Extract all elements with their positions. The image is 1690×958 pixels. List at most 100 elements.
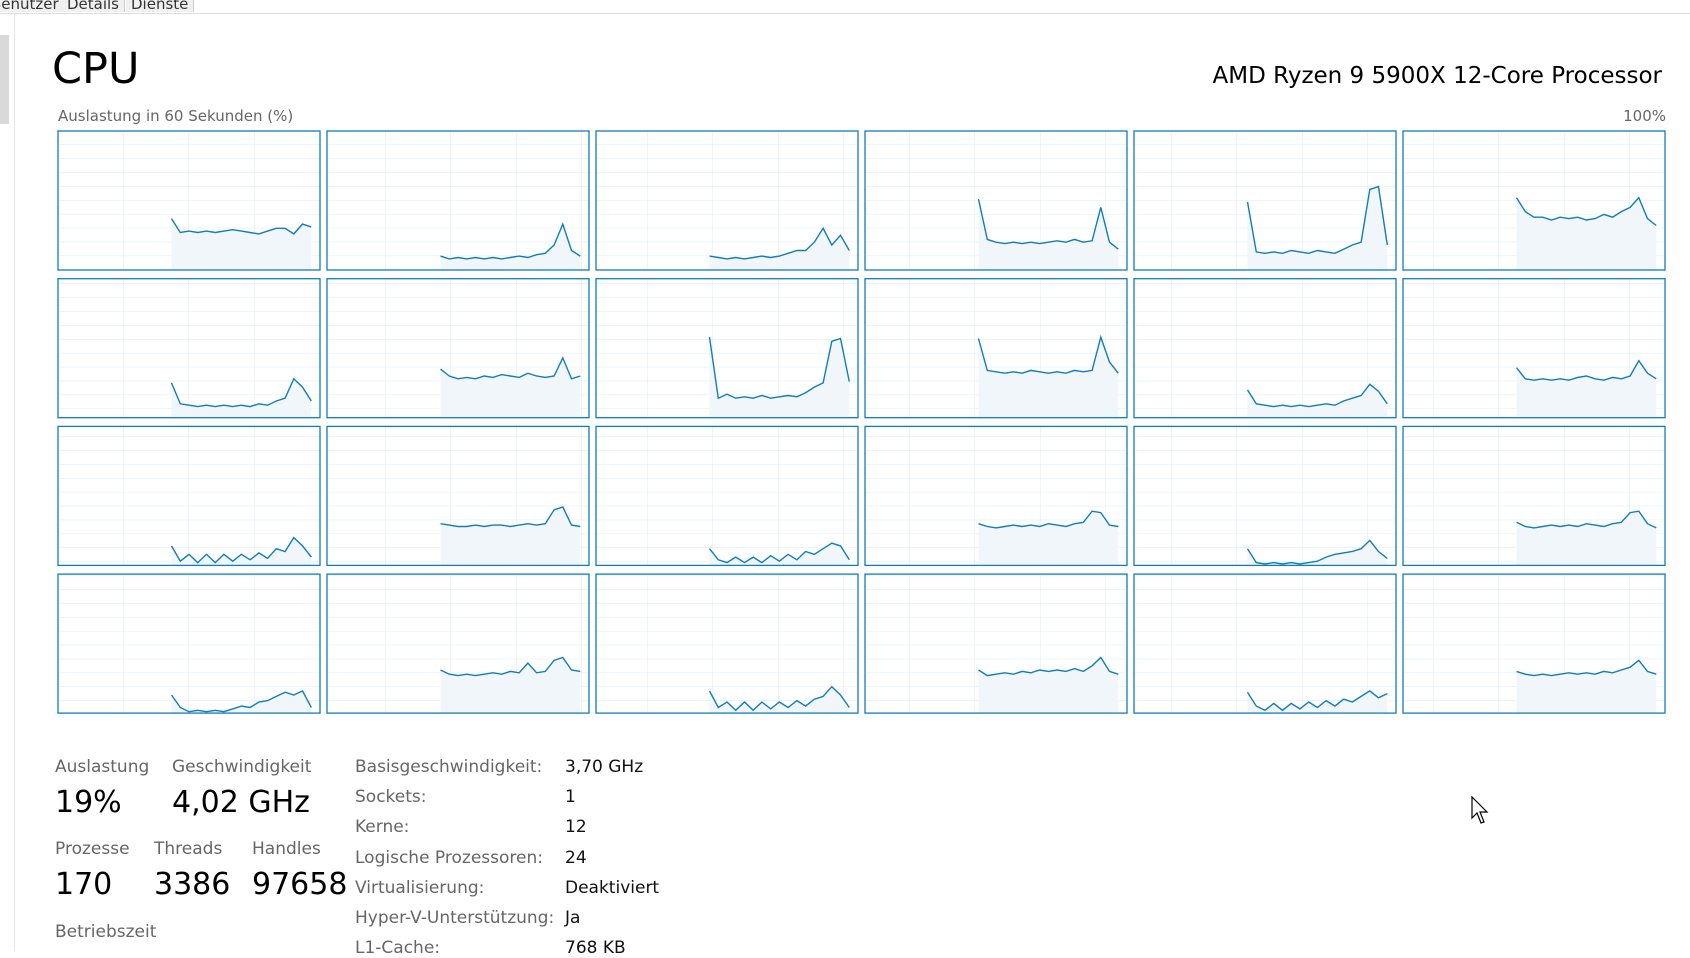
usage-area: [709, 686, 850, 714]
detail-label: Kerne:: [355, 817, 410, 838]
graph-border: [1133, 130, 1397, 271]
stat-label: Betriebszeit: [55, 922, 157, 942]
stat-label: Geschwindigkeit: [172, 757, 312, 777]
usage-line: [170, 536, 312, 564]
detail-label: Logische Prozessoren:: [355, 847, 543, 868]
usage-line: [709, 226, 850, 260]
usage-line: [1246, 690, 1388, 712]
detail-label: L1-Cache:: [355, 938, 441, 958]
usage-line: [1246, 185, 1388, 255]
detail-value: 768 KB: [565, 938, 626, 958]
graph-border: [1402, 278, 1666, 419]
graph-border: [326, 573, 590, 714]
stat-value: 3386: [154, 867, 231, 902]
detail-label: Sockets:: [355, 787, 427, 808]
page-title: CPU: [52, 44, 140, 94]
graph-border: [1402, 573, 1666, 714]
usage-area: [1247, 186, 1388, 270]
tab[interactable]: Benutzer: [0, 0, 65, 12]
graph-background: [58, 426, 320, 566]
usage-line: [440, 222, 581, 260]
detail-value: 3,70 GHz: [565, 757, 644, 777]
processor-name: AMD Ryzen 9 5900X 12-Core Processor: [1212, 63, 1662, 89]
usage-line: [1246, 383, 1388, 408]
sidebar-border: [14, 14, 15, 951]
detail-label: Hyper-V-Unterstützung:: [355, 908, 555, 928]
graph-border: [326, 425, 590, 567]
stat-label: Prozesse: [55, 839, 130, 859]
graph-border: [595, 130, 859, 271]
graph-background: [596, 426, 858, 566]
usage-line: [1516, 659, 1657, 677]
graph-background: [1134, 426, 1396, 566]
usage-line: [978, 656, 1119, 677]
usage-area: [1247, 690, 1388, 714]
usage-line: [1515, 359, 1657, 381]
graph-border: [1133, 573, 1397, 714]
detail-label: Basisgeschwindigkeit:: [355, 757, 543, 777]
y-max-label: 100%: [1623, 107, 1666, 125]
graph-background: [1134, 574, 1396, 714]
usage-area: [440, 357, 581, 418]
usage-line: [170, 377, 312, 408]
graph-border: [595, 573, 859, 714]
usage-line: [708, 542, 850, 564]
graph-border: [1133, 425, 1397, 567]
detail-value: Ja: [565, 908, 581, 928]
usage-area: [978, 199, 1119, 270]
usage-area: [440, 224, 581, 270]
stat-value: 170: [55, 867, 113, 902]
graph-border: [864, 573, 1128, 714]
detail-value: Deaktiviert: [565, 877, 660, 898]
usage-line: [170, 689, 312, 713]
graph-background: [58, 278, 320, 418]
graph-border: [57, 130, 321, 271]
usage-area: [1516, 360, 1657, 418]
graph-border: [864, 425, 1128, 567]
graph-border: [326, 130, 590, 271]
detail-value: 12: [565, 817, 587, 838]
usage-area: [978, 511, 1119, 566]
usage-line: [440, 656, 581, 677]
stat-label: Auslastung: [55, 757, 150, 777]
graph-border: [864, 130, 1128, 271]
usage-area: [978, 337, 1119, 418]
detail-value: 24: [565, 847, 587, 868]
usage-area: [171, 537, 312, 566]
stat-value: 4,02 GHz: [172, 785, 310, 820]
stat-value: 19%: [55, 785, 122, 820]
stat-label: Threads: [154, 839, 223, 859]
graph-background: [58, 574, 320, 714]
graph-border: [57, 425, 321, 567]
usage-area: [171, 378, 312, 418]
detail-value: 1: [565, 787, 576, 808]
usage-area: [1247, 540, 1388, 566]
sidebar-scroll[interactable]: [0, 35, 9, 124]
usage-area: [1247, 384, 1388, 418]
tab[interactable]: Details: [62, 0, 126, 12]
usage-area: [1516, 660, 1657, 714]
chart-title: Auslastung in 60 Sekunden (%): [58, 107, 294, 125]
graph-background: [327, 131, 589, 270]
mouse-cursor: [1471, 796, 1489, 824]
tab[interactable]: Dienste: [126, 0, 195, 12]
graph-border: [57, 278, 321, 419]
usage-line: [977, 334, 1119, 374]
usage-area: [1516, 197, 1657, 270]
usage-area: [709, 543, 850, 566]
usage-area: [1516, 511, 1657, 566]
graph-border: [1402, 130, 1666, 271]
detail-label: Virtualisierung:: [355, 877, 485, 898]
usage-line: [708, 685, 850, 712]
graph-background: [1134, 278, 1396, 418]
graph-border: [595, 278, 859, 419]
graph-border: [57, 573, 321, 714]
graph-background: [596, 574, 858, 714]
usage-line: [170, 218, 312, 235]
usage-line: [440, 356, 581, 380]
core-graphs: [57, 130, 1666, 714]
usage-area: [709, 337, 850, 418]
usage-area: [440, 507, 581, 566]
usage-line: [1515, 196, 1657, 227]
usage-line: [977, 198, 1119, 250]
